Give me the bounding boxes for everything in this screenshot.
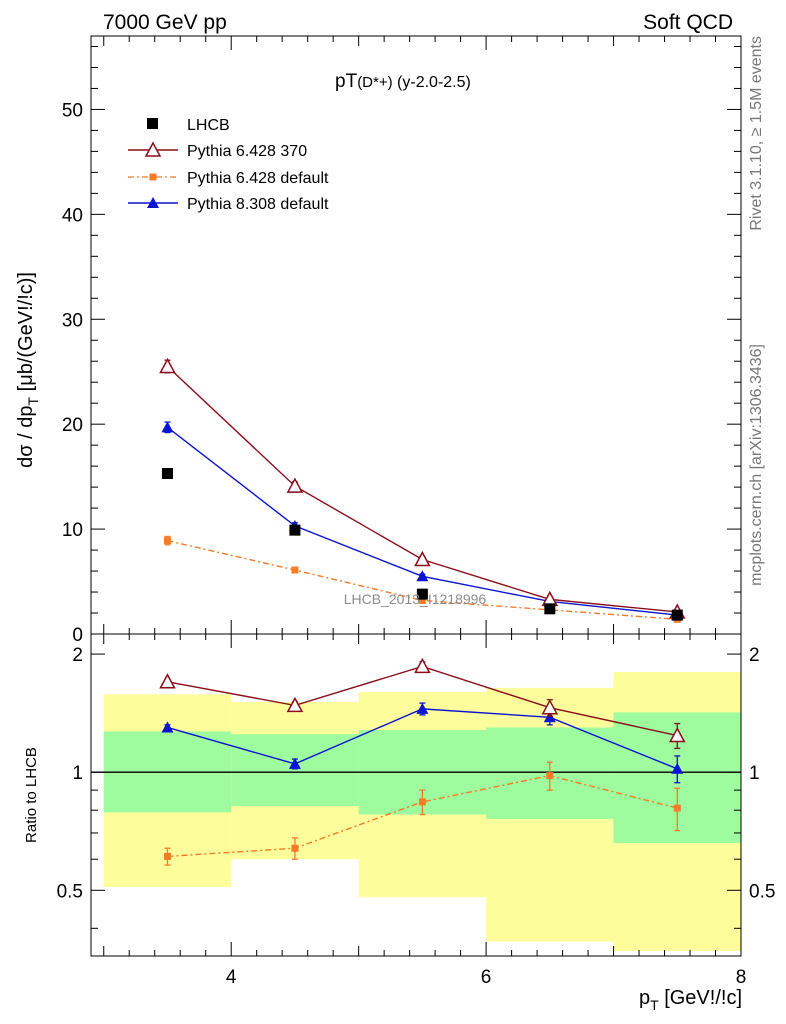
ratio-y-tick-label-right: 0.5 — [749, 881, 775, 902]
ratio-point-pythia-6-428-default — [418, 798, 426, 806]
x-axis-label-units: [GeV!/!c] — [659, 987, 742, 1009]
legend-marker-pythia6-370 — [144, 141, 162, 157]
main-y-axis-label: dσ / dpT [μb/(GeV!/!c)] — [15, 272, 41, 468]
ratio-y-tick-label-right: 1 — [749, 763, 760, 784]
main-point-pythia-6-428-370 — [159, 357, 176, 374]
x-axis-label: pT [GeV!/!c] — [639, 987, 742, 1013]
main-y-tick-label: 30 — [62, 310, 83, 331]
ratio-point-pythia-8-308-default — [416, 702, 429, 714]
main-y-tick-label: 10 — [62, 520, 83, 541]
legend-marker-pythia8-default — [147, 197, 159, 208]
rivet-version-label: Rivet 3.1.10, ≥ 1.5M events — [748, 36, 765, 231]
ratio-point-pythia-8-308-default — [161, 721, 174, 733]
plot-title-main: pT — [335, 71, 358, 92]
analysis-watermark: LHCB_2013_I1218996 — [344, 591, 487, 607]
ratio-point-pythia-6-428-default — [291, 844, 299, 852]
main-y-tick-label: 20 — [62, 415, 83, 436]
ratio-point-pythia-6-428-370 — [669, 726, 686, 743]
main-y-axis-label-subscript: T — [25, 396, 41, 405]
legend-marker-pythia6-default — [149, 173, 157, 181]
ratio-y-tick-label-right: 2 — [749, 645, 760, 666]
ratio-point-pythia-6-428-370 — [159, 673, 176, 689]
ratio-point-pythia-8-308-default — [671, 762, 684, 774]
ratio-point-pythia-6-428-default — [673, 804, 681, 812]
legend-label-pythia6-default: Pythia 6.428 default — [187, 170, 329, 187]
ratio-point-pythia-8-308-default — [288, 757, 301, 769]
ratio-plot-series — [159, 657, 686, 866]
ratio-y-tick-label: 1 — [72, 763, 83, 784]
ratio-point-pythia-8-308-default — [543, 711, 556, 723]
legend-label-pythia8-default: Pythia 8.308 default — [187, 196, 329, 213]
x-tick-label: 8 — [736, 967, 747, 988]
x-tick-label: 4 — [226, 967, 237, 988]
plot-title: pT(D*+) (y-2.0-2.5) — [335, 71, 471, 92]
ratio-point-pythia-6-428-370 — [414, 657, 431, 674]
ratio-point-pythia-6-428-default — [163, 852, 171, 860]
main-y-tick-label: 50 — [62, 100, 83, 121]
main-point-lhcb — [161, 467, 173, 479]
header-category: Soft QCD — [643, 11, 733, 34]
main-plot-series — [159, 357, 686, 623]
main-point-pythia-6-428-default — [418, 596, 426, 604]
plot-title-superscript: (D*+) — [357, 74, 392, 91]
legend: LHCB Pythia 6.428 370 Pythia 6.428 defau… — [128, 117, 329, 213]
header-energy: 7000 GeV pp — [103, 11, 227, 34]
main-line-pythia-8-308-default — [167, 426, 678, 616]
main-point-pythia-6-428-370 — [414, 550, 431, 567]
main-point-pythia-6-428-default — [163, 537, 171, 545]
main-point-pythia-8-308-default — [416, 570, 429, 582]
axis-ticks: 0 10 20 30 40 50 4 6 8 0.5 0.5 1 1 2 2 — [57, 36, 775, 988]
ratio-plot-frame — [90, 633, 742, 957]
plot-title-rest: (y-2.0-2.5) — [393, 74, 471, 91]
main-y-axis-label-units: [μb/(GeV!/!c)] — [15, 272, 37, 397]
main-point-lhcb — [416, 588, 428, 600]
legend-label-pythia6-370: Pythia 6.428 370 — [187, 143, 307, 160]
ratio-line-pythia-6-428-default — [167, 774, 678, 858]
ratio-y-tick-label: 0.5 — [57, 881, 83, 902]
main-point-lhcb — [544, 603, 556, 615]
ratio-point-pythia-6-428-370 — [286, 696, 304, 713]
main-point-pythia-8-308-default — [161, 421, 174, 433]
main-y-tick-label: 0 — [72, 625, 83, 646]
ratio-y-axis-label: Ratio to LHCB — [23, 747, 40, 843]
legend-marker-lhcb — [147, 118, 158, 129]
ratio-y-tick-label: 2 — [72, 645, 83, 666]
ratio-point-pythia-6-428-default — [546, 772, 554, 780]
mcplots-reference-label: mcplots.cern.ch [arXiv:1306.3436] — [748, 344, 765, 586]
main-point-lhcb — [671, 609, 683, 621]
x-tick-label: 6 — [481, 967, 492, 988]
legend-label-lhcb: LHCB — [187, 117, 230, 134]
x-axis-label-subscript: T — [650, 997, 659, 1013]
main-y-tick-label: 40 — [62, 205, 83, 226]
main-point-pythia-6-428-370 — [286, 477, 304, 493]
ratio-point-pythia-6-428-370 — [541, 699, 559, 715]
main-point-lhcb — [289, 524, 301, 536]
main-point-pythia-6-428-default — [291, 566, 299, 574]
